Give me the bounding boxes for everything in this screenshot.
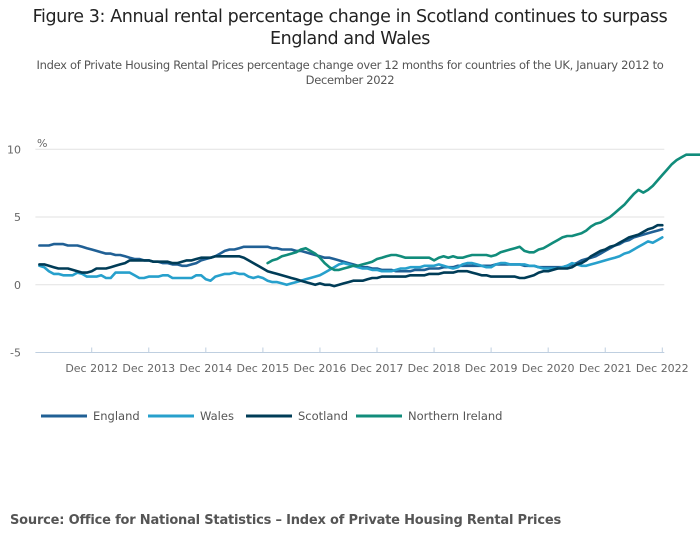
y-axis: 10 5 0 -5 [7,143,21,359]
source-note: Source: Office for National Statistics –… [10,513,561,528]
chart-title: Figure 3: Annual rental percentage chang… [32,7,668,49]
legend-label: Scotland [298,409,348,423]
y-tick-label: 0 [14,279,21,292]
x-axis: Dec 2012 Dec 2013 Dec 2014 Dec 2015 Dec 2016… [65,347,689,375]
y-tick-label: -5 [10,347,21,360]
x-tick-label: Dec 2019 [465,362,518,375]
legend-item-england: England [41,409,140,423]
legend-label: Wales [200,409,234,423]
legend-item-wales: Wales [148,409,234,423]
x-tick-label: Dec 2020 [522,362,575,375]
y-tick-label: 5 [14,211,21,224]
legend-label: England [93,409,140,423]
x-tick-label: Dec 2014 [179,362,232,375]
x-tick-label: Dec 2013 [122,362,175,375]
series-lines [38,153,700,288]
series-line-northern-ireland [266,153,700,272]
x-tick-label: Dec 2015 [236,362,289,375]
x-tick-label: Dec 2016 [294,362,347,375]
legend-item-scotland: Scotland [246,409,348,423]
x-tick-label: Dec 2022 [636,362,689,375]
x-tick-label: Dec 2021 [579,362,632,375]
gridlines [35,148,665,353]
legend-label: Northern Ireland [408,409,502,423]
y-axis-label: % [37,137,47,150]
x-tick-label: Dec 2018 [408,362,461,375]
legend-item-northern-ireland: Northern Ireland [356,409,502,423]
series-line-scotland [38,223,664,288]
legend: England Wales Scotland Northern Ireland [41,409,502,423]
y-tick-label: 10 [7,143,21,156]
x-tick-label: Dec 2012 [65,362,118,375]
chart-subtitle: Index of Private Housing Rental Prices p… [36,58,664,87]
x-tick-label: Dec 2017 [351,362,404,375]
